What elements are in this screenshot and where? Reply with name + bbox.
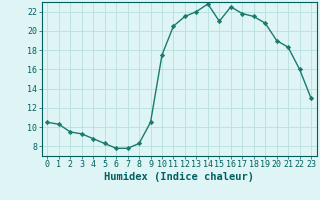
X-axis label: Humidex (Indice chaleur): Humidex (Indice chaleur): [104, 172, 254, 182]
